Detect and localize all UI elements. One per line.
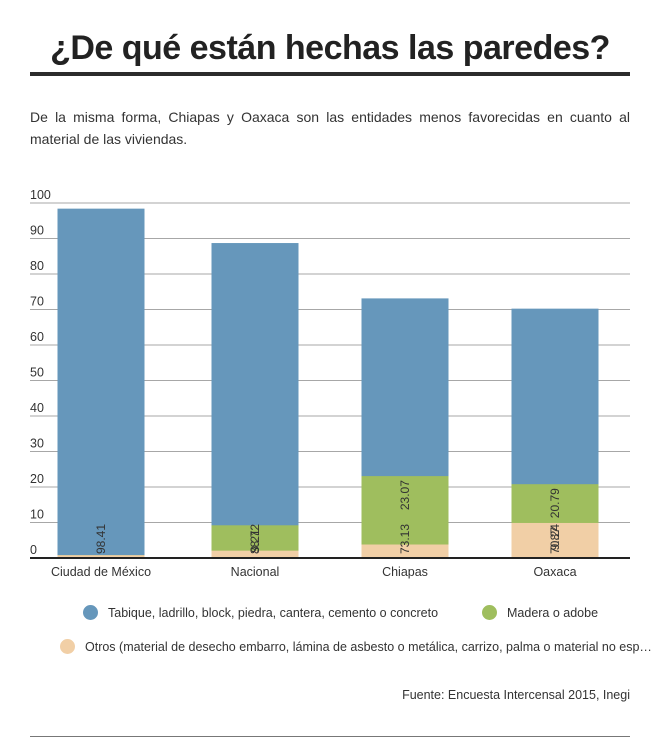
data-label: 20.79: [548, 488, 562, 518]
y-tick-label: 30: [30, 437, 44, 451]
legend-swatch-madera: [482, 605, 497, 620]
y-tick-label: 90: [30, 224, 44, 238]
chart-title: ¿De qué están hechas las paredes?: [50, 29, 610, 67]
y-tick-label: 40: [30, 401, 44, 415]
y-tick-label: 80: [30, 259, 44, 273]
y-tick-label: 70: [30, 295, 44, 309]
title-divider: [30, 72, 630, 76]
bar-segment: [211, 550, 299, 558]
y-tick-label: 60: [30, 330, 44, 344]
legend-item-otros: Otros (material de desecho embarro, lámi…: [60, 639, 660, 654]
data-label: 70.24: [548, 524, 562, 554]
stacked-bar-chart: 98.41 88.729.21 73.13 23.07 70.24 20.79 9.87 0…: [30, 188, 630, 579]
data-labels: 98.41 88.729.21 73.13 23.07 70.24 20.79 9.87: [94, 480, 562, 554]
bar-segment: [57, 208, 145, 558]
y-tick-label: 0: [30, 543, 37, 557]
legend-label-tabique: Tabique, ladrillo, block, piedra, canter…: [108, 605, 439, 620]
data-label: 73.13: [398, 524, 412, 554]
axes: 0 10 20 30 40 50 60 70 80 90 100 Ciudad de México Na…: [30, 188, 630, 579]
data-label: 9.87: [548, 527, 562, 551]
data-label: 98.41: [94, 524, 108, 554]
legend-item-madera: Madera o adobe: [482, 605, 598, 620]
legend-label-madera: Madera o adobe: [507, 605, 599, 620]
data-label: 88.72: [248, 524, 262, 554]
x-tick-label: Ciudad de México: [51, 565, 151, 579]
footer-divider: [30, 736, 630, 737]
bars: [57, 208, 599, 558]
bar-segment: [57, 555, 145, 558]
y-tick-label: 100: [30, 188, 51, 202]
data-label: 23.07: [398, 480, 412, 510]
y-tick-label: 20: [30, 472, 44, 486]
y-tick-label: 10: [30, 508, 44, 522]
data-label: 9.21: [248, 529, 262, 553]
legend-swatch-tabique: [83, 605, 98, 620]
legend-item-tabique: Tabique, ladrillo, block, piedra, canter…: [83, 605, 438, 620]
x-tick-label: Oaxaca: [533, 565, 576, 579]
source-note: Fuente: Encuesta Intercensal 2015, Inegi: [402, 688, 630, 702]
chart-subtitle: De la misma forma, Chiapas y Oaxaca son …: [30, 109, 630, 147]
bar-segment: [361, 544, 449, 558]
bar-segment: [361, 476, 449, 558]
x-tick-label: Chiapas: [382, 565, 428, 579]
legend-swatch-otros: [60, 639, 75, 654]
legend-label-otros: Otros (material de desecho embarro, lámi…: [85, 639, 652, 654]
bar-segment: [511, 522, 599, 558]
y-tick-label: 50: [30, 366, 44, 380]
x-tick-label: Nacional: [231, 565, 280, 579]
bar-segment: [211, 243, 299, 558]
